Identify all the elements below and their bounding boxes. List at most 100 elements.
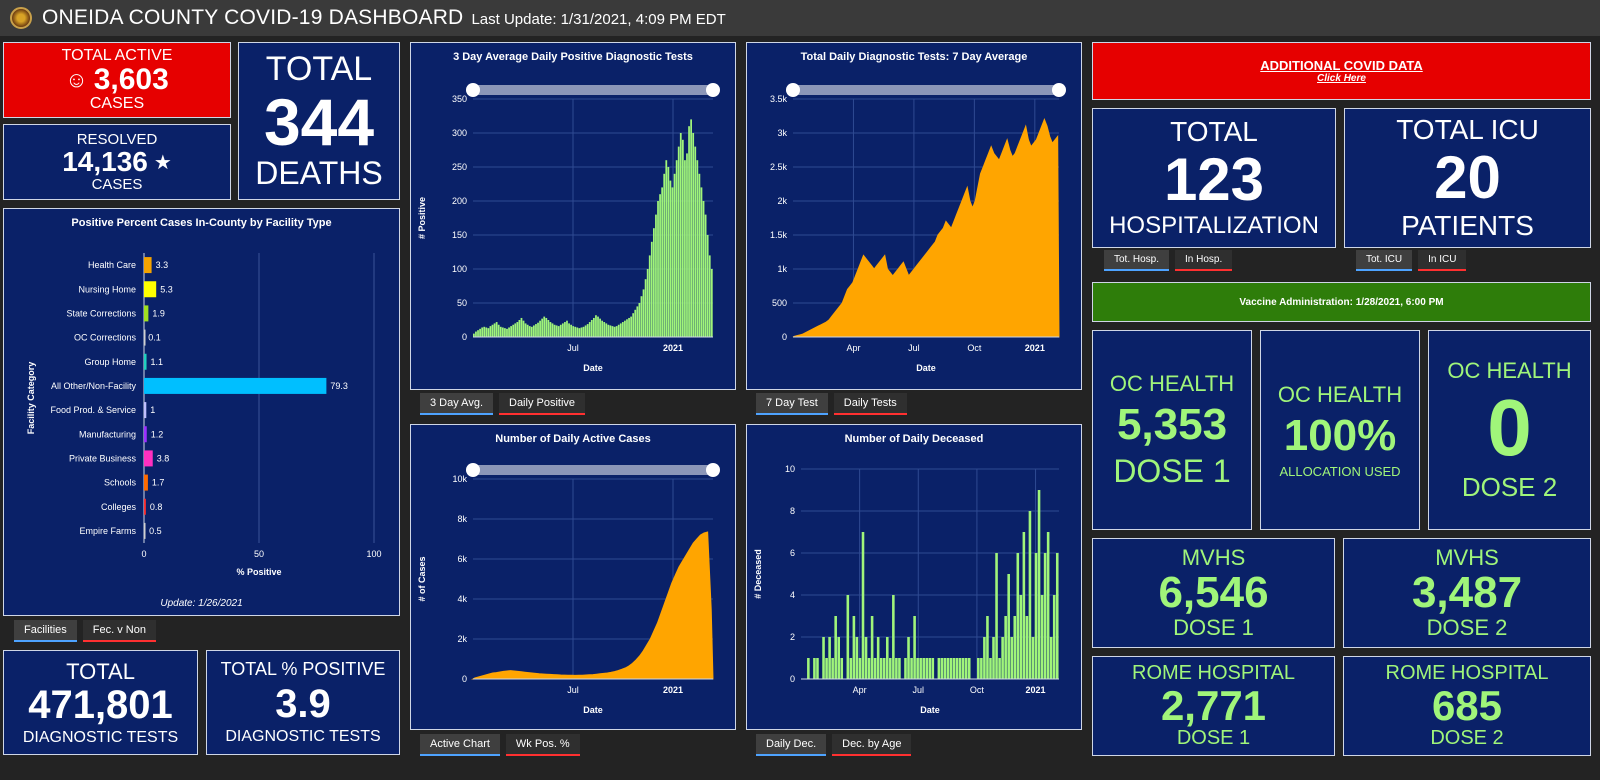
tab-daily-tests[interactable]: Daily Tests bbox=[833, 393, 907, 415]
bar bbox=[568, 323, 570, 337]
y-tick-label: 2k bbox=[457, 634, 467, 644]
category-label: Food Prod. & Service bbox=[50, 405, 136, 415]
bar bbox=[704, 214, 707, 337]
bar bbox=[816, 658, 819, 679]
bar bbox=[675, 160, 678, 337]
tests-chart-card: Total Daily Diagnostic Tests: 7 Day Aver… bbox=[746, 42, 1082, 390]
bar bbox=[706, 235, 709, 337]
bar bbox=[613, 326, 616, 337]
bar bbox=[144, 353, 147, 370]
bar bbox=[922, 658, 925, 679]
tab-7-day-test[interactable]: 7 Day Test bbox=[756, 393, 828, 415]
tab-daily-dec[interactable]: Daily Dec. bbox=[756, 734, 827, 756]
range-slider-handle-left bbox=[466, 463, 480, 477]
bar bbox=[986, 616, 989, 679]
rome-dose1-value: 2,771 bbox=[1160, 682, 1267, 729]
bar bbox=[499, 326, 502, 337]
bar bbox=[904, 658, 907, 679]
bar bbox=[545, 317, 548, 337]
bar bbox=[1022, 532, 1026, 679]
range-slider-handle-left bbox=[466, 83, 480, 97]
bar bbox=[700, 187, 703, 337]
bar bbox=[642, 289, 645, 337]
oc-alloc-value: 100% bbox=[1283, 410, 1397, 460]
x-axis-label: Date bbox=[920, 705, 940, 715]
recovered-person-icon: ★ bbox=[153, 151, 172, 174]
bar bbox=[665, 160, 668, 337]
tab-active-chart[interactable]: Active Chart bbox=[420, 734, 500, 756]
bar bbox=[955, 658, 959, 679]
bar bbox=[144, 522, 146, 539]
y-tick-label: 4k bbox=[457, 594, 467, 604]
bar bbox=[919, 658, 922, 679]
total-active-card: TOTAL ACTIVE ☺ 3,603 CASES bbox=[3, 42, 231, 118]
tab-wk-pos[interactable]: Wk Pos. % bbox=[505, 734, 580, 756]
range-slider-track bbox=[473, 85, 713, 95]
bar bbox=[144, 474, 148, 491]
y-tick-label: 4 bbox=[790, 590, 795, 600]
facility-chart-card: Positive Percent Cases In-County by Faci… bbox=[3, 208, 400, 616]
icu-tabs: Tot. ICU In ICU bbox=[1356, 250, 1467, 271]
mvhs-dose2-sub: DOSE 2 bbox=[1426, 615, 1508, 640]
bar bbox=[584, 325, 587, 337]
tab-tot-hosp[interactable]: Tot. Hosp. bbox=[1104, 250, 1170, 271]
tab-facilities[interactable]: Facilities bbox=[14, 620, 77, 642]
y-tick-label: 2 bbox=[790, 632, 795, 642]
bar bbox=[481, 327, 484, 337]
additional-link[interactable]: Click Here bbox=[1317, 73, 1366, 84]
bar bbox=[681, 139, 684, 337]
bar bbox=[1028, 511, 1032, 679]
resolved-card: RESOLVED 14,136 ★ CASES bbox=[3, 124, 231, 200]
oc-dose1-card: OC HEALTH 5,353 DOSE 1 bbox=[1092, 330, 1252, 530]
tab-3-day-avg[interactable]: 3 Day Avg. bbox=[420, 393, 493, 415]
series-area bbox=[471, 531, 714, 680]
y-tick-label: 1k bbox=[777, 264, 787, 274]
county-seal-icon bbox=[10, 7, 32, 29]
total-positive-sub: DIAGNOSTIC TESTS bbox=[225, 728, 381, 745]
y-tick-label: 8k bbox=[457, 514, 467, 524]
deaths-sub: DEATHS bbox=[255, 155, 383, 191]
x-axis-label: Date bbox=[916, 363, 936, 373]
category-label: State Corrections bbox=[66, 308, 136, 318]
total-tests-value: 471,801 bbox=[28, 682, 173, 727]
tab-in-hosp[interactable]: In Hosp. bbox=[1175, 250, 1233, 271]
value-label: 1.2 bbox=[151, 429, 164, 439]
deaths-value: 344 bbox=[263, 85, 375, 159]
bar bbox=[640, 296, 643, 337]
tab-tot-icu[interactable]: Tot. ICU bbox=[1356, 250, 1413, 271]
additional-title[interactable]: ADDITIONAL COVID DATA bbox=[1260, 58, 1423, 73]
bar bbox=[882, 658, 886, 679]
bar bbox=[696, 160, 699, 337]
y-tick-label: 300 bbox=[452, 128, 467, 138]
category-label: OC Corrections bbox=[74, 333, 137, 343]
x-tick-label: 2021 bbox=[1025, 343, 1045, 353]
tab-fec-v-non[interactable]: Fec. v Non bbox=[82, 620, 156, 642]
rome-dose1-sub: DOSE 1 bbox=[1176, 727, 1251, 749]
x-axis-label: % Positive bbox=[236, 567, 281, 577]
bar bbox=[710, 269, 713, 337]
y-tick-label: 2k bbox=[777, 196, 787, 206]
bar bbox=[895, 658, 898, 679]
bar bbox=[489, 326, 492, 337]
rome-dose1-card: ROME HOSPITAL 2,771 DOSE 1 bbox=[1092, 656, 1335, 756]
tab-daily-positive[interactable]: Daily Positive bbox=[499, 393, 586, 415]
hospitalization-label: TOTAL bbox=[1170, 116, 1258, 147]
value-label: 3.8 bbox=[157, 453, 170, 463]
active-chart-title: Number of Daily Active Cases bbox=[495, 433, 651, 445]
bar bbox=[692, 133, 695, 337]
range-slider-handle-right bbox=[1052, 83, 1066, 97]
x-tick-label: Jul bbox=[567, 343, 579, 353]
bar bbox=[1043, 553, 1047, 679]
x-tick-label: 2021 bbox=[663, 685, 683, 695]
positive-chart-card: 3 Day Average Daily Positive Diagnostic … bbox=[410, 42, 736, 390]
tab-dec-by-age[interactable]: Dec. by Age bbox=[832, 734, 912, 756]
bar bbox=[497, 324, 500, 337]
tab-in-icu[interactable]: In ICU bbox=[1418, 250, 1467, 271]
icu-label: TOTAL ICU bbox=[1396, 114, 1539, 145]
tests-tabs: 7 Day Test Daily Tests bbox=[756, 393, 907, 415]
bar bbox=[1025, 616, 1029, 679]
bar bbox=[632, 313, 635, 337]
additional-data-card[interactable]: ADDITIONAL COVID DATA Click Here bbox=[1092, 42, 1591, 100]
bar bbox=[543, 316, 546, 337]
bar bbox=[1004, 616, 1007, 679]
